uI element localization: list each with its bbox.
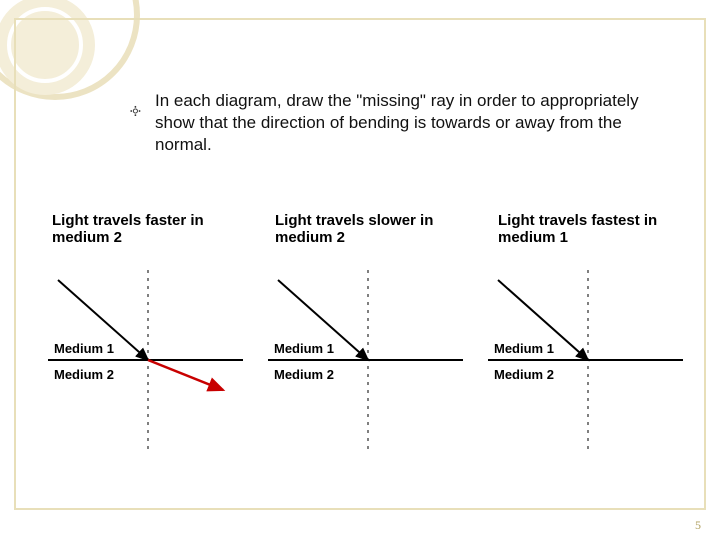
caption-2: Light travels slower in medium 2 — [275, 212, 465, 246]
medium-1-label: Medium 1 — [494, 341, 554, 356]
medium-2-label: Medium 2 — [494, 367, 554, 382]
diagram-3: Medium 1 Medium 2 — [488, 270, 683, 450]
diagram-2: Medium 1 Medium 2 — [268, 270, 463, 450]
medium-2-label: Medium 2 — [274, 367, 334, 382]
medium-1-label: Medium 1 — [54, 341, 114, 356]
medium-2-label: Medium 2 — [54, 367, 114, 382]
caption-1: Light travels faster in medium 2 — [52, 212, 252, 246]
diagram-1: Medium 1 Medium 2 — [48, 270, 243, 450]
instruction-text: In each diagram, draw the "missing" ray … — [155, 90, 655, 156]
page-number: 5 — [695, 518, 701, 533]
medium-1-label: Medium 1 — [274, 341, 334, 356]
caption-3: Light travels fastest in medium 1 — [498, 212, 698, 246]
bullet-glyph: ༓ — [130, 92, 141, 142]
